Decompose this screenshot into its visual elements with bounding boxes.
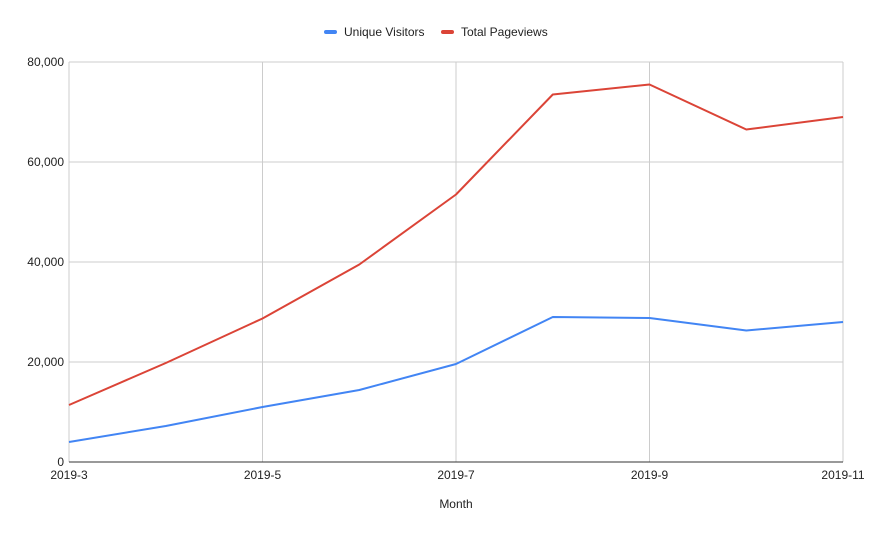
x-tick-label: 2019-11 (821, 468, 864, 482)
legend-label: Unique Visitors (344, 25, 424, 39)
legend-swatch (441, 30, 454, 34)
x-tick-label: 2019-7 (437, 468, 475, 482)
x-tick-label: 2019-5 (244, 468, 282, 482)
y-tick-label: 40,000 (27, 255, 64, 269)
x-tick-label: 2019-9 (631, 468, 669, 482)
legend-swatch (324, 30, 337, 34)
legend-item[interactable]: Total Pageviews (441, 25, 548, 39)
x-axis-title: Month (439, 497, 472, 511)
legend-label: Total Pageviews (461, 25, 548, 39)
y-tick-label: 0 (57, 455, 64, 469)
series-lines (68, 83, 844, 443)
y-tick-label: 20,000 (27, 355, 64, 369)
legend[interactable]: Unique Visitors Total Pageviews (324, 25, 548, 39)
y-tick-label: 60,000 (27, 155, 64, 169)
y-tick-label: 80,000 (27, 55, 64, 69)
grid-lines (68, 61, 844, 462)
legend-item[interactable]: Unique Visitors (324, 25, 424, 39)
x-tick-label: 2019-3 (50, 468, 88, 482)
tick-labels: 0 20,000 40,000 60,000 80,000 2019-3 2019-5 201… (27, 55, 865, 482)
